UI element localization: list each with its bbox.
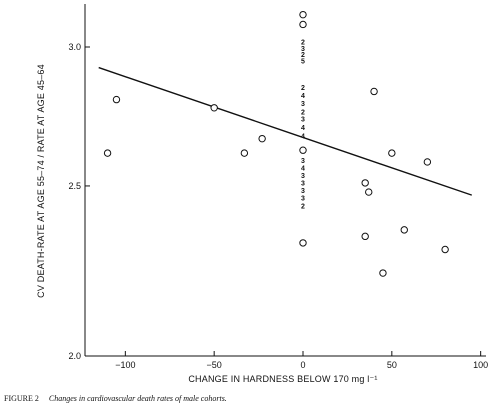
stacked-count-label: 2 bbox=[301, 39, 305, 46]
x-tick-label: 100 bbox=[473, 360, 488, 370]
stacked-count-label: 3 bbox=[301, 46, 305, 53]
x-tick-label: −50 bbox=[207, 360, 222, 370]
stacked-count-label: 2 bbox=[301, 52, 305, 59]
stacked-count-label: 4 bbox=[301, 165, 305, 172]
caption-text: Changes in cardiovascular death rates of… bbox=[48, 394, 227, 403]
data-point bbox=[370, 87, 378, 96]
figure-caption: FIGURE 2 Changes in cardiovascular death… bbox=[4, 394, 227, 403]
stacked-count-label: 3 bbox=[301, 158, 305, 165]
data-point bbox=[423, 158, 432, 166]
stacked-count-label: 3 bbox=[301, 101, 305, 108]
stacked-count-label: 5 bbox=[301, 59, 305, 66]
x-tick-label: −100 bbox=[115, 360, 135, 370]
data-point bbox=[299, 146, 307, 154]
x-axis-ticks: −100 −50 0 50 100 bbox=[115, 351, 488, 370]
stacked-count-label: 3 bbox=[301, 173, 305, 180]
regression-line bbox=[98, 66, 473, 196]
x-axis-label: CHANGE IN HARDNESS BELOW 170 mg l⁻¹ bbox=[188, 374, 377, 384]
data-point bbox=[379, 269, 387, 277]
y-tick-label: 2.5 bbox=[68, 181, 81, 191]
regression-line-group bbox=[98, 66, 473, 196]
x-tick-label: 50 bbox=[387, 360, 397, 370]
y-tick-label: 3.0 bbox=[68, 42, 81, 52]
data-point bbox=[299, 239, 307, 247]
data-point bbox=[441, 245, 449, 254]
data-point bbox=[400, 226, 408, 234]
stacked-count-label: 3 bbox=[301, 196, 305, 203]
y-axis-ticks: 2.0 2.5 3.0 bbox=[68, 42, 90, 361]
data-point bbox=[299, 20, 307, 29]
stacked-count-label: 2 bbox=[301, 109, 305, 116]
stacked-count-label: 4 bbox=[301, 125, 305, 132]
stacked-count-label: 3 bbox=[301, 180, 305, 187]
stacked-count-label: 2 bbox=[301, 85, 305, 92]
data-point bbox=[361, 232, 369, 241]
stacked-count-label: 4 bbox=[301, 93, 305, 100]
y-axis-label: CV DEATH-RATE AT AGE 55–74 / RATE AT AGE… bbox=[36, 64, 46, 298]
x-tick-label: 0 bbox=[300, 360, 305, 370]
data-point bbox=[361, 179, 369, 187]
stacked-count-label: 3 bbox=[301, 188, 305, 195]
data-point bbox=[103, 149, 112, 157]
data-point bbox=[299, 10, 307, 19]
stacked-count-label: 2 bbox=[301, 204, 305, 211]
data-point bbox=[388, 149, 396, 157]
data-point bbox=[258, 134, 266, 143]
data-point bbox=[210, 104, 218, 112]
data-points-group bbox=[103, 10, 449, 277]
stacked-count-label: 4 bbox=[301, 133, 305, 140]
plot-frame bbox=[84, 4, 486, 357]
y-tick-label: 2.0 bbox=[68, 351, 81, 361]
data-point bbox=[240, 149, 249, 157]
data-point bbox=[365, 188, 373, 196]
stacked-count-label: 3 bbox=[301, 116, 305, 123]
data-point bbox=[112, 95, 121, 104]
figure-number: FIGURE 2 bbox=[4, 394, 39, 403]
